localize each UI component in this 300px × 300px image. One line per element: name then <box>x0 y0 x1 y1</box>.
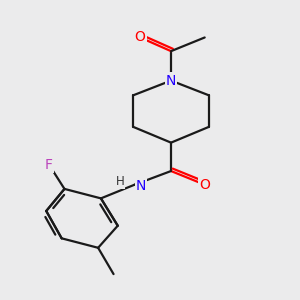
Text: N: N <box>136 179 146 193</box>
Text: N: N <box>166 74 176 88</box>
Text: O: O <box>199 178 210 192</box>
Text: F: F <box>45 158 53 172</box>
Text: H: H <box>116 175 125 188</box>
Text: O: O <box>135 31 146 44</box>
